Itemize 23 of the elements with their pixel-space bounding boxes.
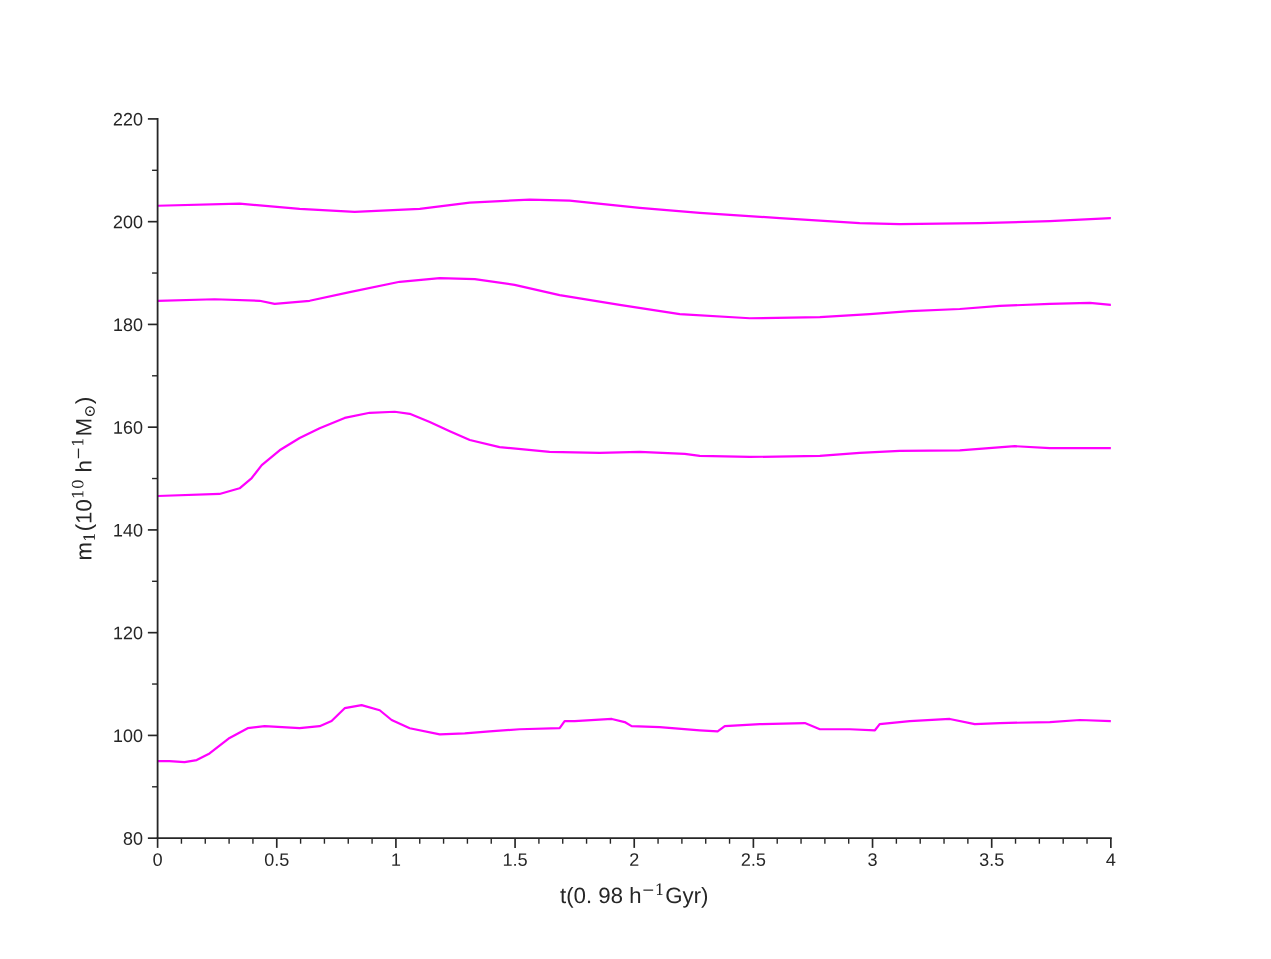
text: m$_{1}$(10$^{10}$ h$^{−1}$M$_{⊙}$) [71, 398, 97, 560]
y-tick-label: 220 [113, 112, 143, 126]
line-series [157, 410, 1111, 498]
x-tick-label: 3 [868, 853, 877, 867]
x-tick-label: 3.5 [979, 853, 1004, 867]
y-tick-label: 200 [113, 215, 143, 229]
y-tick-label: 80 [123, 832, 143, 845]
x-tick-label: 2 [630, 853, 639, 866]
line-series [157, 703, 1111, 764]
y-tick-label: 100 [114, 729, 143, 743]
x-tick-label: 1 [392, 853, 401, 866]
line-series [157, 277, 1111, 320]
x-tick-label: 1.5 [503, 853, 527, 867]
y-tick-label: 180 [114, 318, 143, 332]
y-tick-label: 160 [114, 421, 143, 434]
line-series [157, 198, 1111, 226]
x-tick-label: 2.5 [741, 853, 766, 867]
y-tick-label: 120 [114, 626, 143, 640]
x-axis-title: t(0. 98 h$^{−1}$Gyr) [560, 883, 708, 908]
x-tick-label: 0.5 [264, 853, 289, 867]
y-tick-label: 140 [114, 523, 143, 537]
x-tick-label: 0 [153, 853, 162, 867]
x-tick-label: 4 [1106, 853, 1116, 866]
